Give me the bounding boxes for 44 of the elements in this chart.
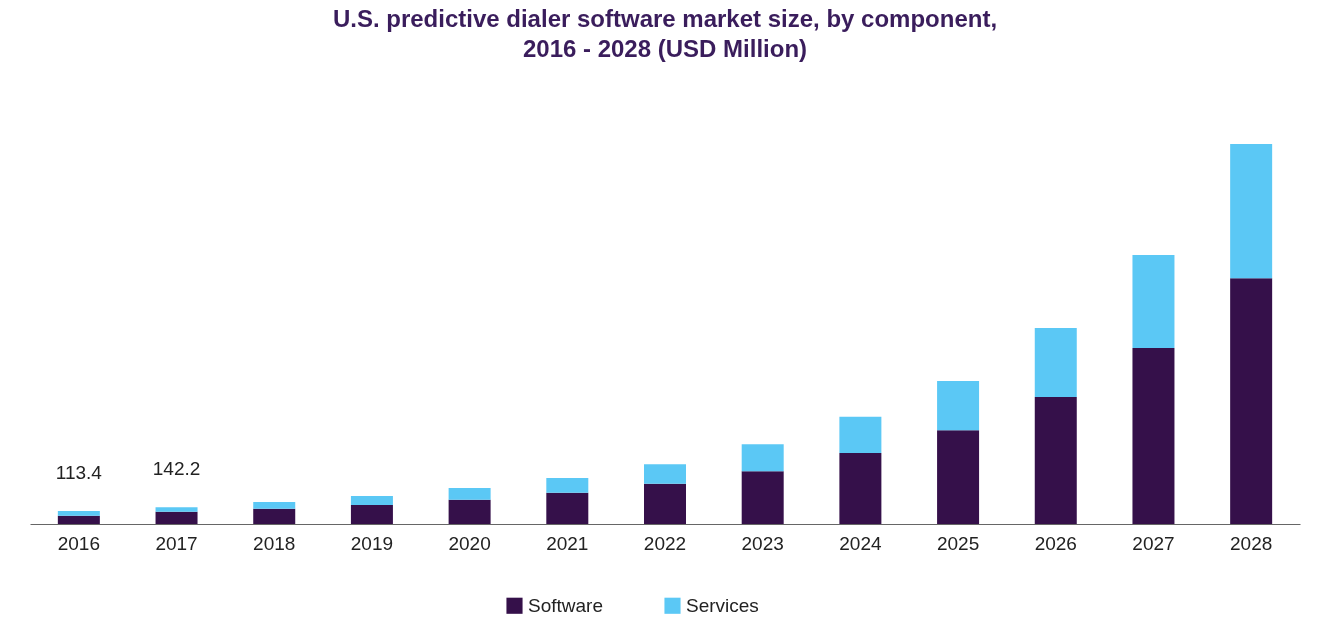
bar xyxy=(1230,278,1273,524)
x-tick-label: 2024 xyxy=(839,532,882,554)
x-tick-label: 2022 xyxy=(643,532,687,554)
bar xyxy=(350,505,393,524)
x-tick-label: 2027 xyxy=(1132,532,1175,554)
legend-label: Software xyxy=(528,594,603,616)
bar xyxy=(1230,144,1273,279)
annotation: 142.2 xyxy=(152,458,201,480)
legend-label: Services xyxy=(686,594,759,616)
x-tick-label: 2017 xyxy=(155,532,198,554)
x-tick-label: 2025 xyxy=(936,532,980,554)
bar xyxy=(448,499,491,524)
annotation: 113.4 xyxy=(55,462,103,484)
bar xyxy=(546,478,589,493)
bar xyxy=(839,452,882,524)
bar xyxy=(448,487,491,500)
bar xyxy=(1132,254,1175,349)
bar xyxy=(937,381,980,431)
bar xyxy=(1132,348,1175,524)
bar xyxy=(741,444,784,472)
bar xyxy=(741,471,784,524)
bar xyxy=(1034,327,1077,398)
bar xyxy=(350,495,393,505)
bar xyxy=(253,501,296,509)
bar xyxy=(839,416,882,453)
bar xyxy=(57,515,100,524)
x-tick-label: 2028 xyxy=(1230,532,1273,554)
x-tick-label: 2016 xyxy=(57,532,100,554)
bar xyxy=(644,464,686,484)
bar xyxy=(1034,397,1077,524)
x-tick-label: 2019 xyxy=(350,532,394,554)
bar xyxy=(57,511,100,516)
x-tick-label: 2026 xyxy=(1034,532,1077,554)
x-tick-label: 2023 xyxy=(741,532,784,554)
x-tick-label: 2018 xyxy=(253,532,296,554)
bar xyxy=(253,508,296,524)
chart-title: U.S. predictive dialer software market size, by component, 2016 - 2028 (USD Million) xyxy=(332,5,998,62)
bar xyxy=(155,507,198,512)
bar xyxy=(155,511,198,524)
bar xyxy=(644,483,686,524)
x-tick-label: 2021 xyxy=(546,532,589,554)
bar xyxy=(546,492,589,524)
bar xyxy=(937,430,980,524)
x-tick-label: 2020 xyxy=(448,532,491,554)
